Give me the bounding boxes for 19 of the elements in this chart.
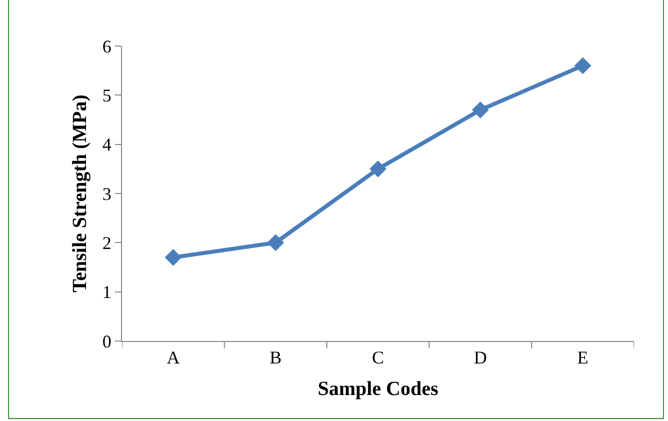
x-tick-label: B bbox=[270, 348, 282, 368]
point bbox=[472, 101, 489, 118]
x-tick-label: E bbox=[577, 348, 588, 368]
y-tick-label: 0 bbox=[102, 331, 112, 352]
x-axis-title: Sample Codes bbox=[318, 378, 438, 400]
y-tick-label: 4 bbox=[102, 134, 112, 155]
x-tick-label: C bbox=[372, 348, 384, 368]
point bbox=[574, 57, 592, 74]
y-tick-label: 6 bbox=[102, 36, 112, 56]
point bbox=[370, 160, 386, 178]
y-tick-label: 2 bbox=[102, 232, 112, 253]
x-tick-label: A bbox=[166, 348, 180, 368]
y-tick-label: 1 bbox=[102, 282, 112, 302]
point bbox=[164, 248, 182, 266]
x-tick-label: D bbox=[474, 348, 487, 368]
y-axis-title: Tensile Strength (MPa) bbox=[68, 94, 91, 292]
y-tick-label: 3 bbox=[102, 184, 112, 204]
point bbox=[267, 234, 284, 252]
y-tick-label: 5 bbox=[102, 85, 112, 106]
